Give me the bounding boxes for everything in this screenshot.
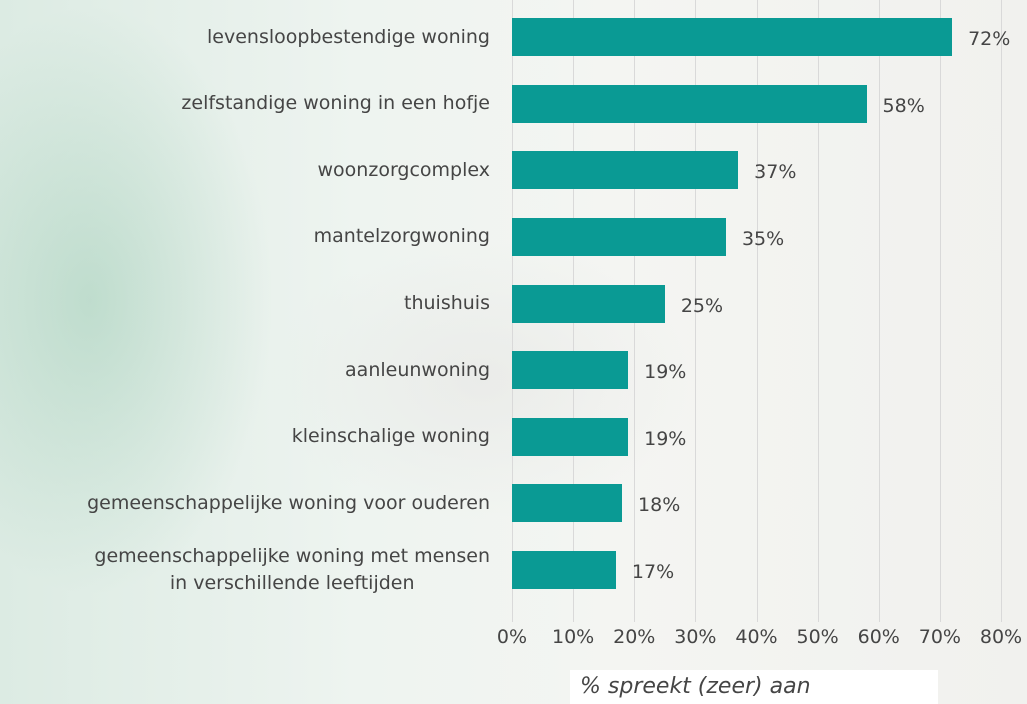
category-label: kleinschalige woning [0,397,490,477]
grid-line [878,0,880,622]
x-tick-label: 70% [918,626,961,648]
grid-line [939,0,941,622]
category-text: levensloopbestendige woning [207,25,490,48]
bar [512,351,629,390]
value-label: 17% [631,560,675,583]
category-text: zelfstandige woning in een hofje [181,92,490,115]
bar [512,217,726,256]
bar [512,484,623,523]
bar [512,284,665,323]
category-label: aanleunwoning [0,330,490,410]
x-tick-label: 60% [857,626,900,648]
bar [512,550,616,589]
category-label: thuishuis [0,264,490,344]
x-tick-label: 40% [735,626,778,648]
category-label: levensloopbestendige woning [0,0,490,77]
category-text: aanleunwoning [345,358,490,381]
bar [512,18,953,57]
category-text: mantelzorgwoning [313,225,490,248]
x-tick-label: 0% [496,626,528,648]
x-tick-label: 50% [796,626,839,648]
value-label: 25% [680,294,724,317]
value-label: 19% [644,361,687,384]
x-tick-label: 30% [674,626,717,648]
value-label: 37% [754,161,797,184]
x-axis-label: % spreekt (zeer) aan [570,670,938,704]
category-label: woonzorgcomplex [0,130,490,210]
category-text: gemeenschappelijke woning voor ouderen [87,491,490,514]
value-label: 72% [968,28,1011,51]
grid-line [756,0,758,622]
category-label: zelfstandige woning in een hofje [0,64,490,144]
bar [512,417,629,456]
grid-line [695,0,697,622]
value-label: 19% [644,427,687,450]
category-text: kleinschalige woning [291,425,490,448]
bar [512,151,739,190]
grid-line [817,0,819,622]
value-label: 35% [741,227,785,250]
value-label: 58% [882,94,925,117]
category-label: gemeenschappelijke woning met mensen in … [0,530,490,610]
category-text: gemeenschappelijke woning met mensen in … [94,544,490,594]
category-text: woonzorgcomplex [317,158,490,181]
category-text: thuishuis [404,292,490,314]
category-label: mantelzorgwoning [0,197,490,277]
x-tick-label: 20% [613,626,656,648]
grid-line [1001,0,1002,622]
x-tick-label: 80% [979,626,1023,648]
value-label: 18% [638,494,681,517]
x-tick-label: 10% [552,626,595,648]
bar [512,84,867,123]
category-label: gemeenschappelijke woning voor ouderen [0,463,490,543]
